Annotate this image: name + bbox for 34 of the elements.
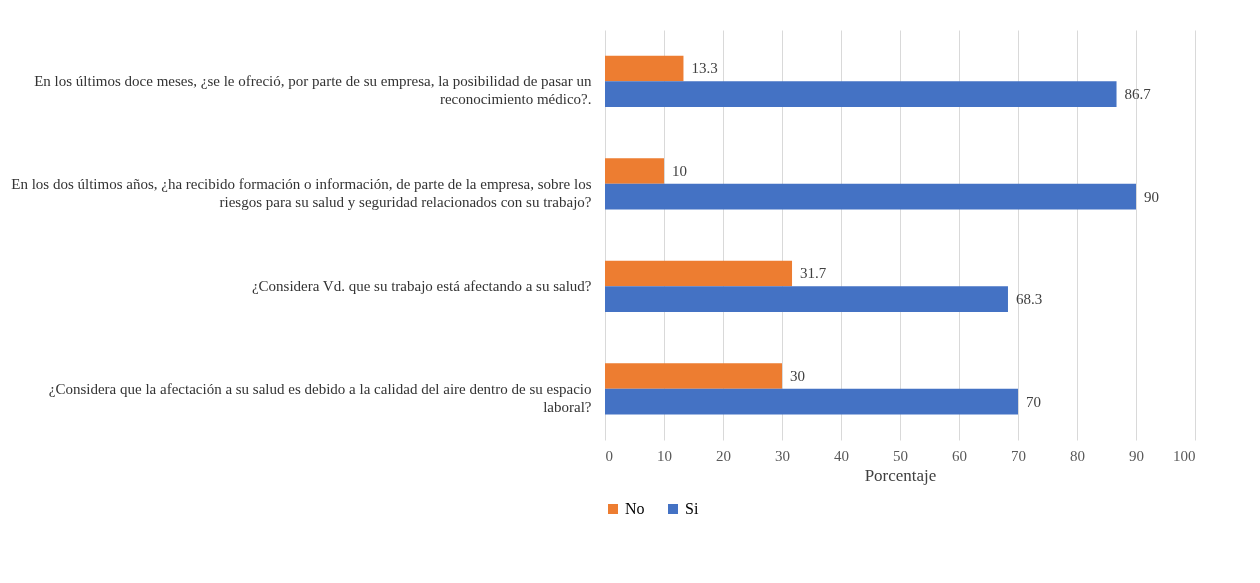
bar (605, 286, 1008, 312)
data-label: 68.3 (1015, 291, 1043, 308)
bar (605, 158, 664, 184)
x-tick-label: 80 (1070, 447, 1085, 464)
y-tick-label: En los últimos doce meses, ¿se le ofreció, por parte de su empresa, la posibilidad de pasar un reconocimiento médico?. (34, 73, 592, 108)
data-label: 70 (1026, 393, 1041, 410)
y-tick-label: ¿Considera Vd. que su trabajo está afectando a su salud? (251, 278, 592, 295)
data-label: 13.3 (691, 60, 718, 77)
y-tick-label: ¿Considera que la afectación a su salud es debido a la calidad del aire dentro de su espacio laboral? (48, 380, 592, 415)
data-label: 86.7 (1124, 86, 1152, 103)
y-tick-label: En los dos últimos años, ¿ha recibido formación o información, de parte de la empresa, sobre los riesgos para su salud y seguridad relacionados con su trabajo? (11, 175, 592, 210)
bar (605, 81, 1117, 107)
x-tick-label: 0 (605, 447, 613, 464)
x-tick-label: 60 (952, 447, 967, 464)
bar (605, 363, 782, 389)
bar (605, 388, 1018, 415)
x-tick-label: 20 (716, 447, 731, 464)
x-tick-label: 90 (1129, 447, 1144, 464)
x-tick-label: 30 (775, 447, 790, 464)
x-axis-title: Porcentaje (864, 465, 937, 485)
bar (605, 260, 793, 287)
bar (605, 55, 684, 82)
legend-label: Si (685, 500, 699, 517)
data-label: 30 (790, 367, 805, 384)
x-tick-label: 40 (834, 447, 849, 464)
data-label: 90 (1144, 188, 1159, 205)
x-tick-label: 50 (893, 447, 908, 464)
x-tick-label: 10 (657, 447, 672, 464)
legend-label: No (625, 500, 645, 517)
x-tick-label: 100 (1173, 447, 1196, 464)
bar (605, 183, 1136, 210)
data-label: 10 (672, 162, 687, 179)
x-tick-label: 70 (1011, 447, 1026, 464)
data-label: 31.7 (800, 265, 827, 282)
